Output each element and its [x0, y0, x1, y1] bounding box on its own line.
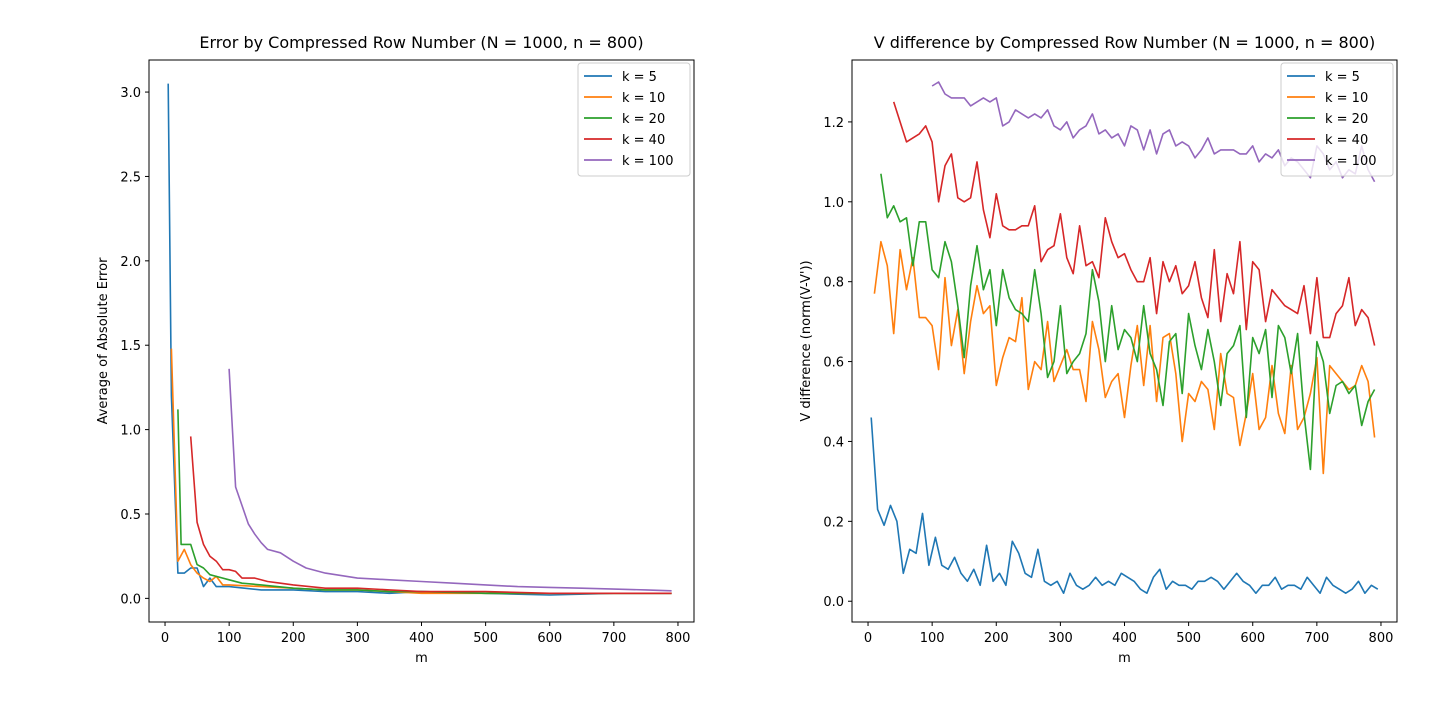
legend-label: k = 5 [622, 70, 657, 85]
y-tick-label: 1.2 [823, 116, 844, 131]
y-tick-label: 0.0 [823, 595, 844, 610]
x-tick-label: 400 [1112, 631, 1137, 646]
legend-box [577, 62, 691, 177]
series-line-k40 [892, 101, 1376, 346]
v-difference-chart: V difference by Compressed Row Number (N… [799, 33, 1398, 666]
legend-label: k = 100 [1325, 154, 1377, 169]
series-line-k40 [189, 436, 672, 595]
y-tick-label: 0.8 [823, 276, 844, 291]
x-tick-label: 300 [345, 631, 370, 646]
x-axis-label: m [1118, 651, 1131, 666]
legend-label: k = 10 [1325, 91, 1368, 106]
series-line-k100 [228, 368, 672, 592]
x-tick-label: 200 [984, 631, 1009, 646]
y-tick-label: 1.5 [120, 339, 141, 354]
series-line-k20 [177, 409, 672, 595]
series-line-k20 [880, 173, 1376, 471]
x-tick-label: 400 [409, 631, 434, 646]
x-tick-label: 800 [666, 631, 691, 646]
x-tick-label: 0 [161, 631, 169, 646]
chart-title: V difference by Compressed Row Number (N… [874, 33, 1376, 52]
chart-title: Error by Compressed Row Number (N = 1000… [199, 33, 643, 52]
legend-label: k = 100 [622, 154, 674, 169]
y-tick-label: 0.2 [823, 515, 844, 530]
legend-label: k = 10 [622, 91, 665, 106]
x-tick-label: 100 [217, 631, 242, 646]
y-tick-label: 0.5 [120, 508, 141, 523]
legend: k = 5 k = 10 k = 20 k = 40 k = 100 [577, 62, 691, 177]
y-tick-label: 3.0 [120, 86, 141, 101]
series-line-k5 [870, 417, 1379, 595]
x-tick-label: 600 [1240, 631, 1265, 646]
x-tick-label: 700 [1304, 631, 1329, 646]
series-group [167, 83, 672, 596]
x-tick-label: 300 [1048, 631, 1073, 646]
x-tick-label: 0 [864, 631, 872, 646]
legend-label: k = 5 [1325, 70, 1360, 85]
legend-label: k = 40 [1325, 133, 1368, 148]
y-axis-label: V difference (norm(V-V')) [799, 260, 814, 421]
legend-label: k = 40 [622, 133, 665, 148]
y-tick-label: 0.6 [823, 356, 844, 371]
legend-box [1280, 62, 1394, 177]
error-chart: Error by Compressed Row Number (N = 1000… [96, 33, 695, 666]
series-group [870, 81, 1379, 595]
y-tick-label: 1.0 [120, 424, 141, 439]
x-tick-label: 600 [537, 631, 562, 646]
x-tick-label: 100 [920, 631, 945, 646]
y-tick-label: 2.0 [120, 255, 141, 270]
x-tick-label: 700 [601, 631, 626, 646]
y-tick-label: 1.0 [823, 196, 844, 211]
x-tick-label: 500 [473, 631, 498, 646]
y-tick-label: 2.5 [120, 170, 141, 185]
y-tick-label: 0.4 [823, 435, 844, 450]
legend: k = 5 k = 10 k = 20 k = 40 k = 100 [1280, 62, 1394, 177]
y-tick-label: 0.0 [120, 592, 141, 607]
x-axis-label: m [415, 651, 428, 666]
x-tick-label: 800 [1369, 631, 1394, 646]
x-tick-label: 200 [281, 631, 306, 646]
legend-label: k = 20 [622, 112, 665, 127]
series-line-k10 [170, 348, 672, 595]
x-tick-label: 500 [1176, 631, 1201, 646]
y-axis-label: Average of Absolute Error [96, 257, 111, 424]
legend-label: k = 20 [1325, 112, 1368, 127]
